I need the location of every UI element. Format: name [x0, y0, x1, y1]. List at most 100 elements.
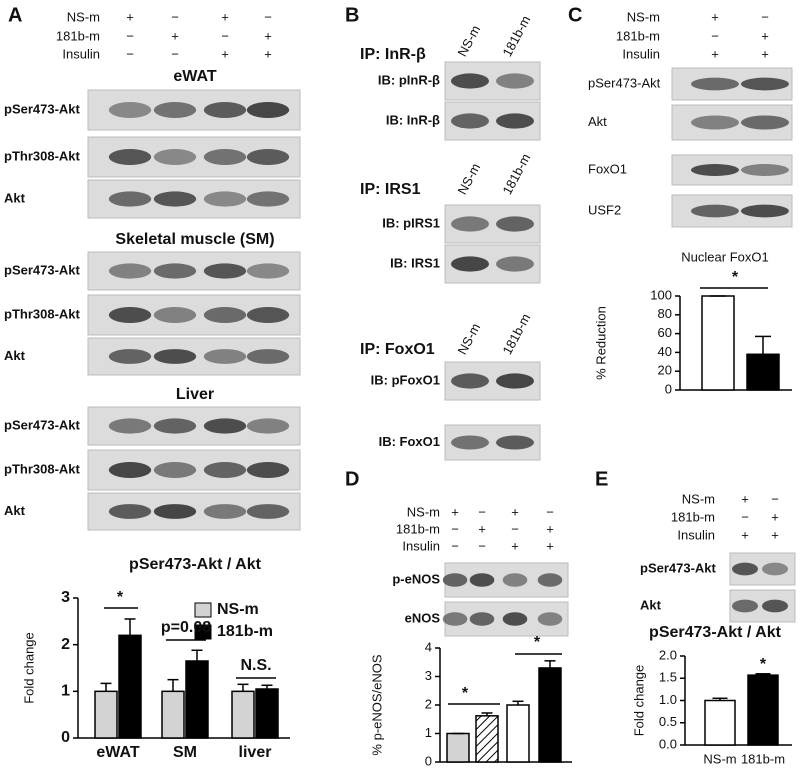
condition-label: Insulin: [677, 527, 715, 542]
blot-label: pThr308-Akt: [4, 148, 81, 163]
band: [496, 435, 534, 450]
blot-label: Akt: [4, 190, 26, 205]
band: [732, 562, 758, 576]
condition-sign: +: [478, 521, 486, 536]
band: [496, 216, 534, 232]
blot-label: eNOS: [405, 610, 441, 625]
condition-sign: −: [771, 491, 779, 506]
band: [762, 562, 788, 576]
band: [153, 349, 197, 364]
error-bar: [544, 660, 556, 668]
condition-sign: −: [711, 28, 719, 43]
condition-sign: +: [711, 9, 719, 24]
band: [203, 102, 247, 118]
band: [153, 462, 197, 478]
band: [502, 612, 528, 626]
blot-label: FoxO1: [588, 161, 627, 176]
condition-sign: +: [711, 46, 719, 61]
error-bar: [261, 684, 273, 689]
error-bar: [124, 618, 136, 636]
band: [203, 504, 247, 519]
y-axis-label: % Reduction: [593, 306, 608, 380]
condition-sign: +: [546, 538, 554, 553]
condition-sign: +: [264, 28, 272, 43]
blot-label: IB: pIRS1: [382, 215, 440, 230]
y-tick-label: 0: [665, 381, 672, 396]
condition-sign: −: [451, 521, 459, 536]
condition-label: NS-m: [407, 504, 440, 519]
x-tick-label: 181b-m: [741, 751, 785, 766]
condition-label: Insulin: [402, 538, 440, 553]
y-tick-label: 1: [425, 725, 432, 740]
blot-label: IB: IRS1: [390, 255, 440, 270]
bar: [747, 674, 779, 746]
band: [203, 263, 247, 279]
annotation: *: [732, 269, 739, 286]
band: [203, 191, 247, 207]
band: [153, 149, 197, 165]
band: [691, 77, 739, 91]
y-axis-label: Fold change: [631, 665, 646, 737]
condition-sign: +: [741, 527, 749, 542]
condition-label: NS-m: [67, 9, 100, 24]
band: [741, 77, 789, 91]
y-tick-label: 40: [658, 344, 672, 359]
blot-label: Akt: [640, 597, 662, 612]
annotation: p=0.08: [161, 619, 211, 636]
band: [246, 102, 290, 118]
band: [502, 573, 528, 587]
y-tick-label: 2: [425, 696, 432, 711]
band: [108, 263, 152, 279]
condition-sign: −: [171, 9, 179, 24]
blot-label: Akt: [4, 348, 26, 363]
condition-label: Insulin: [622, 46, 660, 61]
y-tick-label: 0: [425, 753, 432, 768]
condition-sign: −: [741, 509, 749, 524]
blot-label: Akt: [588, 114, 607, 129]
panel-letter: D: [345, 468, 359, 490]
condition-sign: +: [761, 28, 769, 43]
legend-label: NS-m: [217, 601, 259, 618]
y-tick-label: 80: [658, 306, 672, 321]
x-tick-label: SM: [173, 744, 197, 761]
band: [108, 418, 152, 434]
lane-label: NS-m: [454, 23, 483, 59]
condition-sign: −: [478, 504, 486, 519]
band: [496, 113, 534, 129]
lane-label: 181b-m: [499, 151, 533, 197]
y-tick-label: 2.0: [659, 647, 677, 662]
error-bar: [167, 678, 179, 692]
blot-label: USF2: [588, 202, 621, 217]
legend-swatch: [194, 624, 212, 640]
y-tick-label: 3: [61, 589, 70, 606]
condition-sign: +: [511, 538, 519, 553]
condition-sign: −: [264, 9, 272, 24]
y-tick-label: 1.0: [659, 692, 677, 707]
condition-sign: +: [771, 527, 779, 542]
y-tick-label: 3: [425, 668, 432, 683]
y-axis-label: % p-eNOS/eNOS: [369, 654, 384, 755]
band: [108, 102, 152, 118]
chart-title: pSer473-Akt / Akt: [649, 624, 782, 641]
section-title: Liver: [176, 386, 214, 403]
condition-sign: −: [126, 46, 134, 61]
bar: [185, 660, 209, 739]
condition-sign: −: [761, 9, 769, 24]
legend-swatch: [194, 602, 212, 618]
band: [762, 599, 788, 613]
panel-letter: A: [8, 4, 22, 26]
band: [246, 504, 290, 519]
x-tick-label: NS-m: [703, 751, 736, 766]
band: [469, 612, 495, 626]
condition-sign: +: [171, 28, 179, 43]
y-tick-label: 0.5: [659, 714, 677, 729]
band: [108, 462, 152, 478]
band: [203, 462, 247, 478]
condition-sign: +: [771, 509, 779, 524]
y-tick-label: 60: [658, 325, 672, 340]
band: [108, 191, 152, 207]
band: [496, 373, 534, 389]
band: [153, 191, 197, 207]
condition-sign: +: [741, 491, 749, 506]
